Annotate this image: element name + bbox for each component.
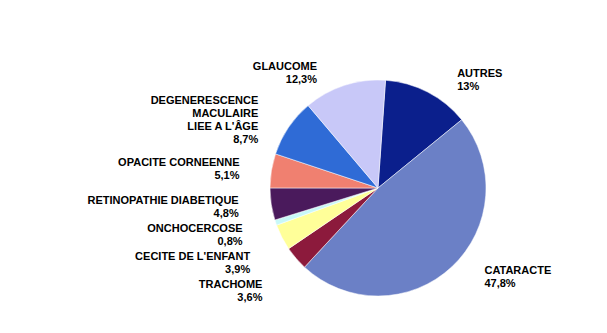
svg-text:8,7%: 8,7% <box>233 133 258 145</box>
svg-text:CATARACTE: CATARACTE <box>484 264 551 276</box>
svg-text:3,9%: 3,9% <box>225 263 250 275</box>
svg-text:13%: 13% <box>457 80 479 92</box>
svg-text:OPACITE CORNEENNE: OPACITE CORNEENNE <box>118 156 239 168</box>
svg-text:TRACHOME: TRACHOME <box>199 278 263 290</box>
svg-text:GLAUCOME: GLAUCOME <box>253 60 317 72</box>
svg-text:MACULAIRE: MACULAIRE <box>192 107 258 119</box>
svg-text:ONCHOCERCOSE: ONCHOCERCOSE <box>147 222 242 234</box>
svg-text:0,8%: 0,8% <box>218 235 243 247</box>
svg-text:CECITE DE L'ENFANT: CECITE DE L'ENFANT <box>135 250 250 262</box>
svg-text:5,1%: 5,1% <box>214 169 239 181</box>
svg-text:3,6%: 3,6% <box>237 291 262 303</box>
svg-text:LIEE A L'ÂGE: LIEE A L'ÂGE <box>187 120 258 132</box>
svg-text:RETINOPATHIE DIABETIQUE: RETINOPATHIE DIABETIQUE <box>88 194 239 206</box>
svg-text:AUTRES: AUTRES <box>457 67 502 79</box>
svg-text:4,8%: 4,8% <box>214 207 239 219</box>
svg-text:12,3%: 12,3% <box>286 73 317 85</box>
svg-text:DEGENERESCENCE: DEGENERESCENCE <box>151 94 259 106</box>
svg-text:47,8%: 47,8% <box>484 277 515 289</box>
